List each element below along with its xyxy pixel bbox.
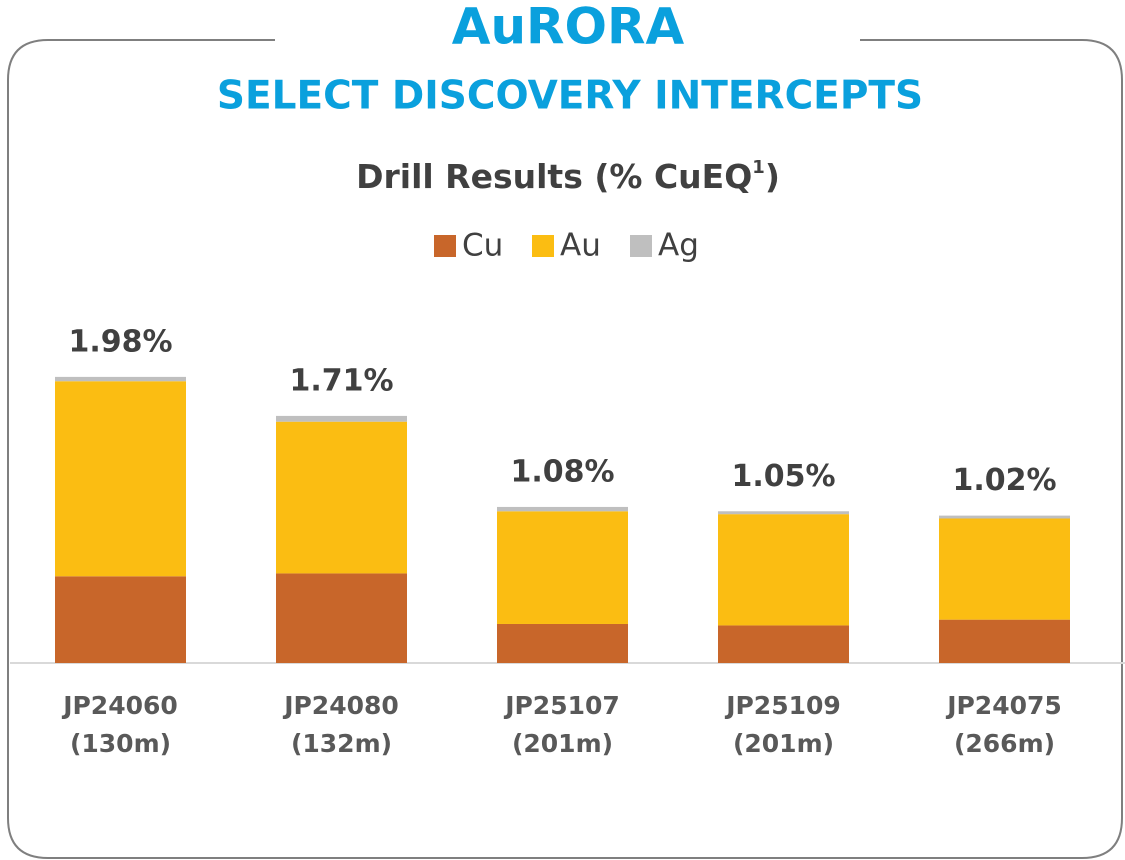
bar-segment: [718, 511, 849, 515]
title-footnote: 1: [752, 157, 765, 178]
bar-segment: [939, 518, 1070, 620]
legend-label: Au: [560, 228, 601, 264]
bar-segment: [55, 576, 186, 663]
bar-segment: [55, 376, 186, 382]
x-tick-sublabel: (132m): [291, 729, 392, 758]
bar-segment: [939, 619, 1070, 663]
bar-segment: [718, 514, 849, 626]
bar-segment: [718, 625, 849, 663]
legend-swatch: [532, 235, 554, 257]
bar-segment: [497, 511, 628, 624]
bar-segment: [276, 415, 407, 422]
x-tick-sublabel: (201m): [512, 729, 613, 758]
legend-swatch: [630, 235, 652, 257]
legend-swatch: [434, 235, 456, 257]
x-tick-label: JP24080: [282, 691, 399, 720]
header: AuRORA: [452, 0, 685, 56]
x-tick-label: JP24075: [945, 691, 1062, 720]
bar-segment: [276, 421, 407, 574]
x-tick-sublabel: (266m): [954, 729, 1055, 758]
bar-segment: [55, 381, 186, 577]
legend-label: Ag: [658, 228, 699, 264]
bar-segment: [497, 623, 628, 663]
bar-segment: [939, 515, 1070, 519]
total-label: 1.02%: [952, 463, 1056, 498]
total-label: 1.08%: [510, 454, 614, 489]
total-label: 1.98%: [68, 324, 172, 359]
frame: [7, 39, 1123, 859]
bar-segment: [276, 573, 407, 663]
chart-title: Drill Results (% CuEQ1): [356, 157, 780, 196]
x-tick-label: JP25107: [503, 691, 620, 720]
x-tick-sublabel: (201m): [733, 729, 834, 758]
subtitle: SELECT DISCOVERY INTERCEPTS: [217, 74, 923, 119]
title-text: Drill Results (% CuEQ: [356, 157, 752, 196]
total-label: 1.05%: [731, 459, 835, 494]
legend-label: Cu: [462, 228, 503, 264]
title-close: ): [765, 157, 780, 196]
x-tick-label: JP24060: [61, 691, 178, 720]
bar-segment: [497, 506, 628, 512]
x-tick-sublabel: (130m): [70, 729, 171, 758]
total-label: 1.71%: [289, 363, 393, 398]
x-tick-label: JP25109: [724, 691, 841, 720]
